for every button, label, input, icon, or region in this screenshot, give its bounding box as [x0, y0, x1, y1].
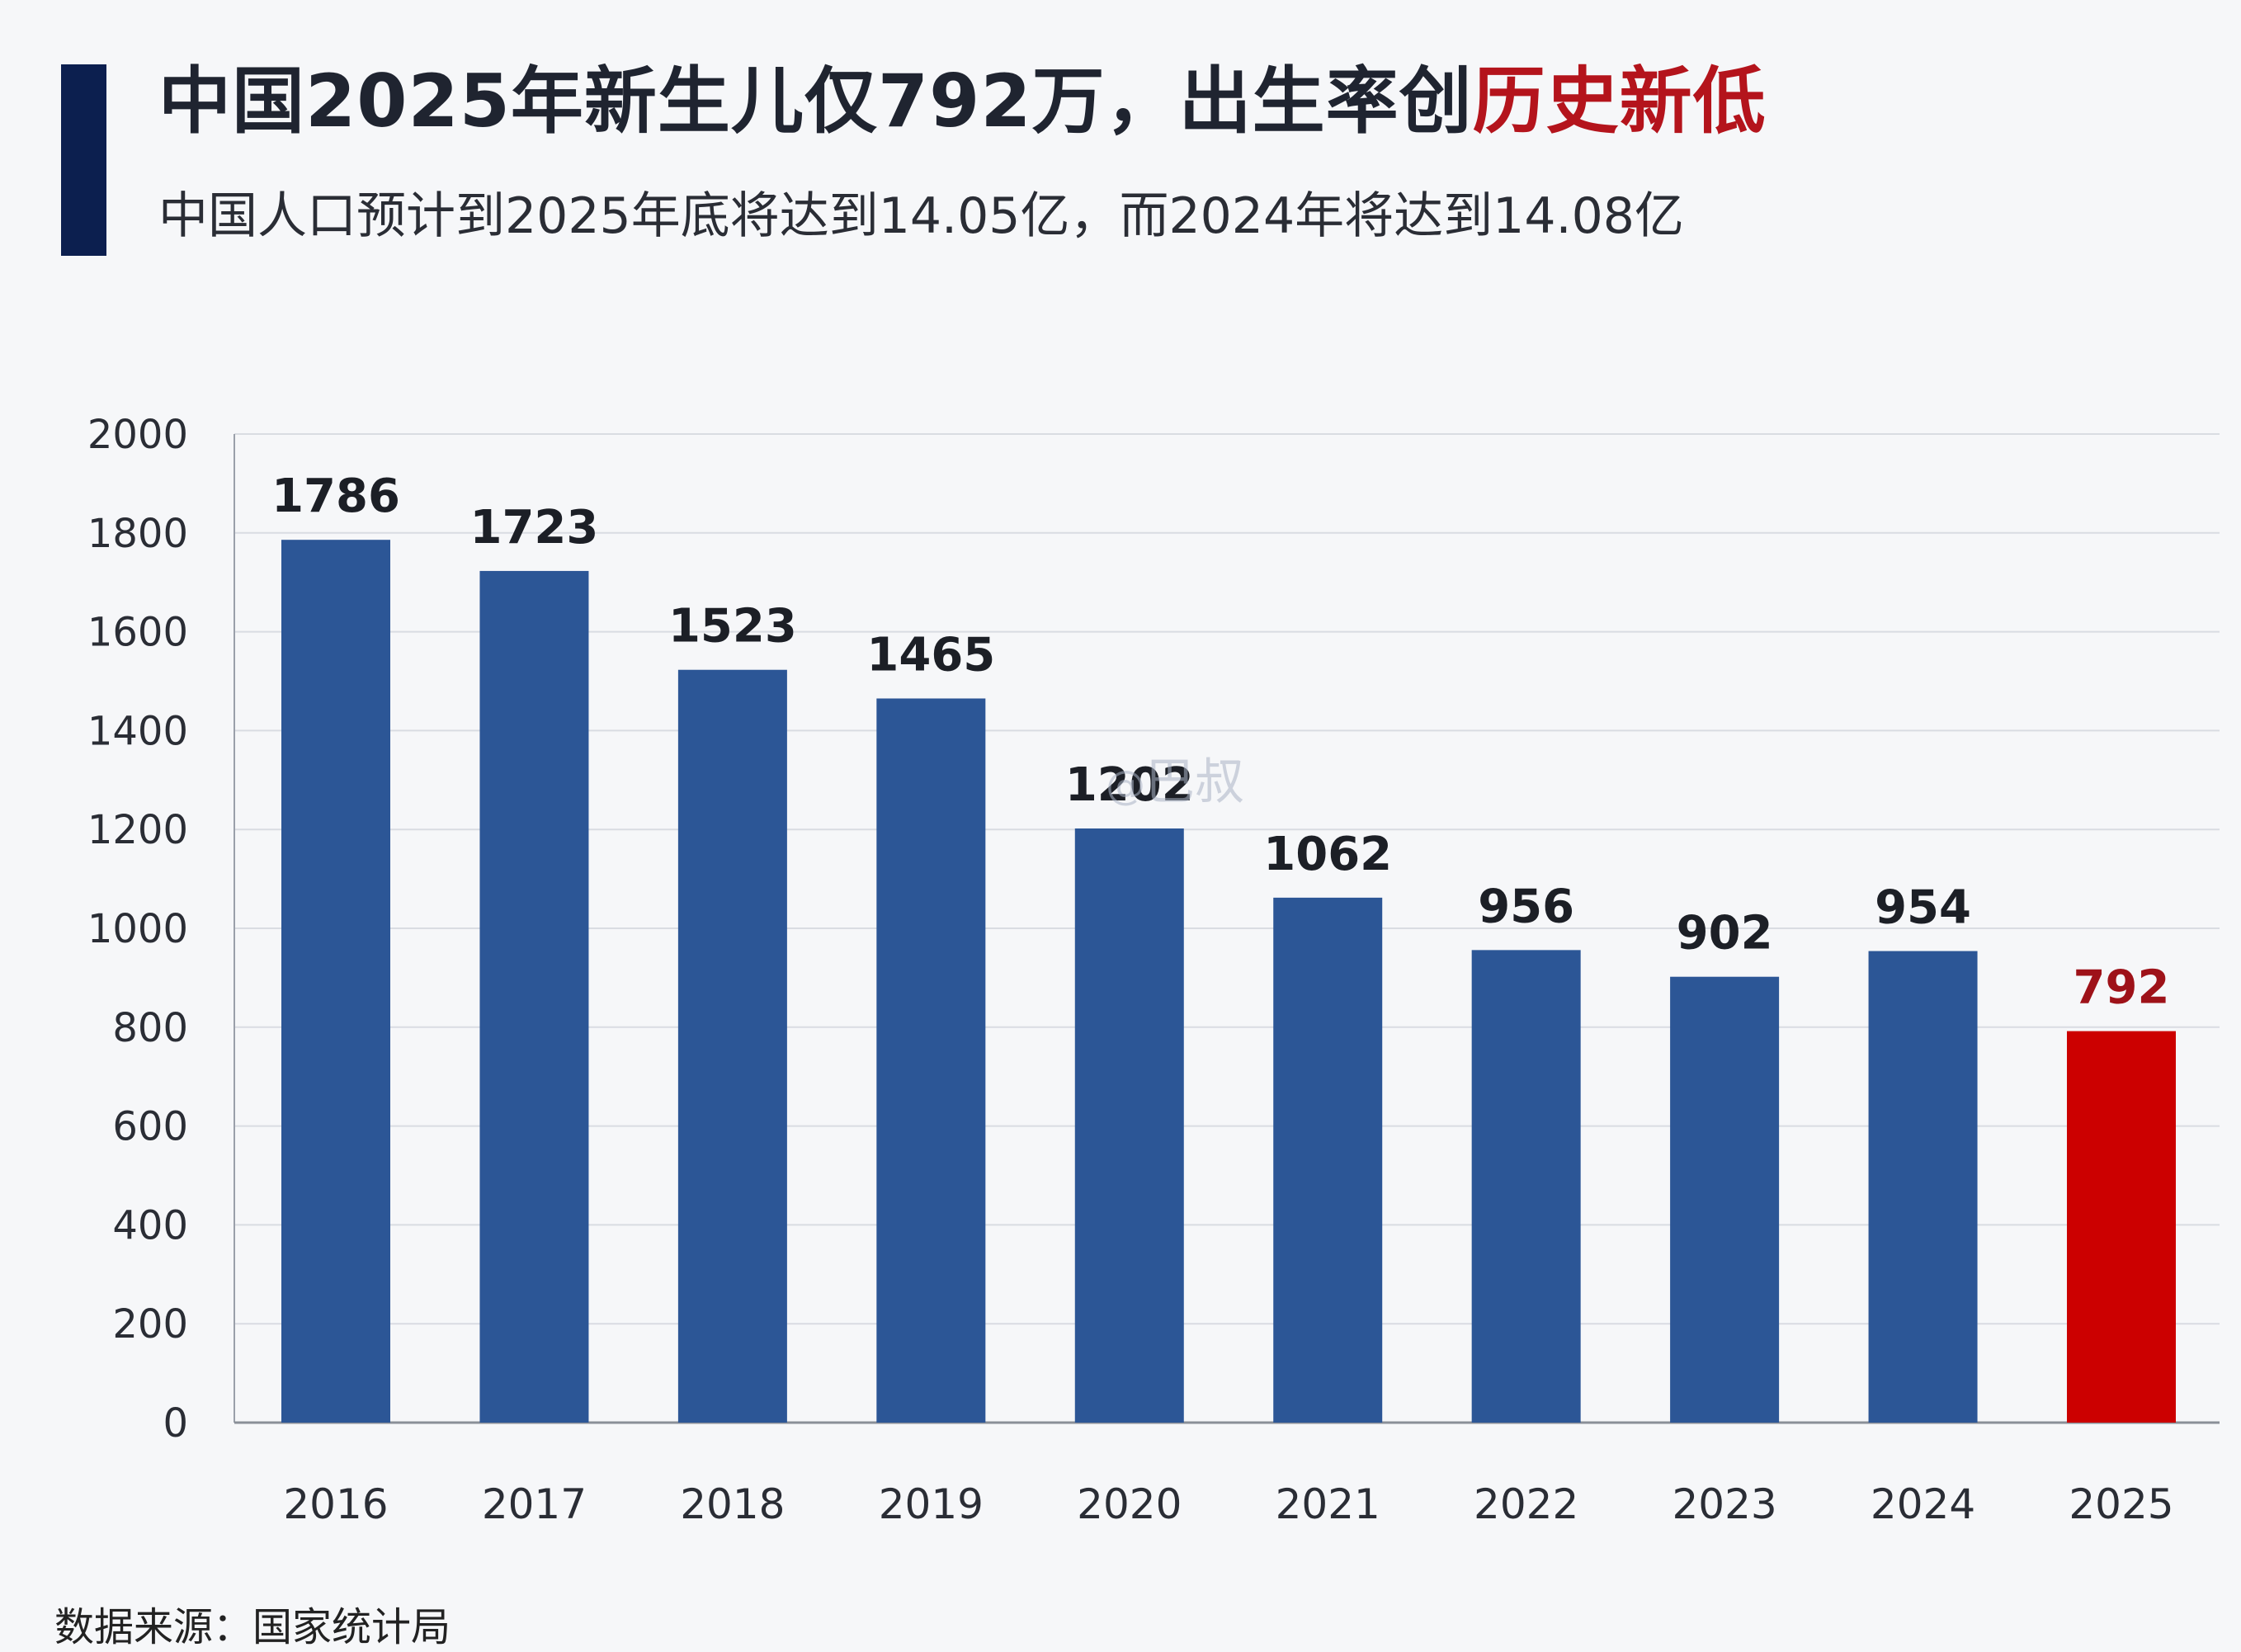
bar-2020: [1074, 828, 1184, 1423]
data-label-2022: 956: [1478, 880, 1574, 933]
bar-2022: [1471, 950, 1581, 1423]
chart-title-highlight: 历史新低: [1472, 59, 1767, 144]
title-accent-bar: [61, 64, 106, 256]
y-tick-label-1400: 1400: [87, 708, 188, 754]
data-label-2019: 1465: [866, 628, 995, 682]
data-label-2024: 954: [1875, 881, 1971, 935]
bars-layer: [281, 540, 2176, 1423]
y-tick-label-2000: 2000: [87, 412, 188, 458]
y-tick-label-1000: 1000: [87, 906, 188, 952]
x-tick-label-2021: 2021: [1276, 1480, 1380, 1528]
bar-2019: [876, 698, 986, 1423]
y-tick-label-1800: 1800: [87, 511, 188, 557]
data-source: 数据来源：国家统计局: [54, 1604, 451, 1650]
bar-2023: [1670, 976, 1780, 1423]
bar-chart: 0 200 400 600 800 1000 1200 1400 1600 1800 2000 178…: [87, 412, 2220, 1528]
bar-2018: [677, 669, 787, 1423]
data-label-2023: 902: [1677, 907, 1773, 961]
chart-subtitle: 中国人口预计到2025年底将达到14.05亿，而2024年将达到14.08亿: [158, 187, 1684, 245]
data-label-2017: 1723: [470, 501, 599, 555]
data-label-2016: 1786: [271, 470, 400, 523]
bar-2025: [2067, 1031, 2176, 1423]
labels-layer: 0 200 400 600 800 1000 1200 1400 1600 1800 2000 178…: [87, 412, 2174, 1528]
bar-2016: [281, 540, 390, 1423]
bar-2017: [479, 570, 589, 1423]
bar-2024: [1868, 951, 1978, 1423]
x-tick-label-2017: 2017: [482, 1480, 587, 1528]
x-tick-label-2018: 2018: [680, 1480, 785, 1528]
x-tick-label-2024: 2024: [1871, 1480, 1975, 1528]
x-tick-label-2020: 2020: [1077, 1480, 1182, 1528]
chart-title: 中国2025年新生儿仅792万，出生率创历史新低: [158, 58, 1767, 145]
y-tick-label-600: 600: [112, 1104, 188, 1150]
data-label-2020: 1202: [1065, 758, 1194, 812]
x-tick-label-2023: 2023: [1672, 1480, 1776, 1528]
chart-title-main: 中国2025年新生儿仅792万，出生率创: [158, 59, 1473, 144]
x-tick-label-2022: 2022: [1474, 1480, 1578, 1528]
y-tick-label-1600: 1600: [87, 610, 188, 656]
bar-2021: [1273, 897, 1383, 1423]
x-tick-label-2016: 2016: [283, 1480, 388, 1528]
data-label-2018: 1523: [668, 600, 797, 654]
x-tick-label-2019: 2019: [879, 1480, 984, 1528]
y-tick-label-1200: 1200: [87, 807, 188, 853]
y-tick-label-400: 400: [112, 1202, 188, 1248]
data-label-2021: 1062: [1263, 828, 1392, 881]
data-label-2025: 792: [2074, 961, 2170, 1015]
y-tick-label-0: 0: [163, 1400, 188, 1447]
y-tick-label-800: 800: [112, 1005, 188, 1051]
y-tick-label-200: 200: [112, 1301, 188, 1348]
x-tick-label-2025: 2025: [2069, 1480, 2173, 1528]
